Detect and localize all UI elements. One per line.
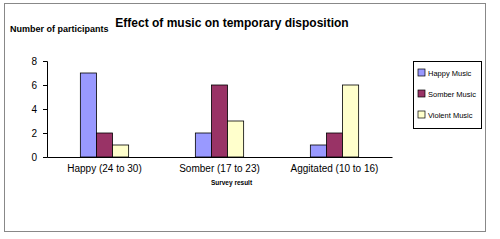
- x-axis: Happy (24 to 30) Somber (17 to 23) Aggitat…: [48, 158, 393, 175]
- y-tick: 6: [31, 80, 47, 91]
- legend: Happy Music Somber Music Violent Music: [414, 62, 482, 129]
- y-tick-mark: [43, 61, 47, 62]
- y-tick-mark: [43, 109, 47, 110]
- legend-swatch: [418, 90, 425, 97]
- y-tick-label: 0: [31, 152, 37, 163]
- x-tick: Somber (17 to 23): [179, 163, 260, 174]
- x-axis-title: Survey result: [211, 179, 253, 187]
- y-axis-title: Number of participants: [10, 24, 109, 34]
- y-axis-line: [43, 62, 48, 158]
- y-tick-label: 8: [31, 56, 37, 67]
- bar: [211, 85, 227, 157]
- legend-swatch: [418, 111, 425, 118]
- bar: [195, 133, 211, 157]
- legend-frame: [414, 62, 482, 129]
- chart-frame: [5, 4, 486, 232]
- bar: [113, 145, 129, 157]
- y-tick-label: 2: [31, 128, 37, 139]
- y-tick-label: 6: [31, 80, 37, 91]
- y-tick: 0: [31, 152, 47, 163]
- y-tick: 2: [31, 128, 47, 139]
- x-tick-label: Somber (17 to 23): [179, 163, 260, 174]
- y-tick: 4: [31, 104, 47, 115]
- y-tick-mark: [43, 133, 47, 134]
- x-axis-line: [48, 157, 393, 158]
- y-tick-mark: [43, 85, 47, 86]
- bars: [80, 73, 358, 157]
- y-tick-label: 4: [31, 104, 37, 115]
- bar: [310, 145, 326, 157]
- chart: Effect of music on temporary disposition…: [0, 0, 500, 239]
- x-tick-label: Happy (24 to 30): [67, 163, 142, 174]
- y-axis: 0 2 4 6 8: [31, 56, 47, 163]
- legend-label: Violent Music: [428, 111, 473, 120]
- legend-swatch: [418, 69, 425, 76]
- bar: [326, 133, 342, 157]
- x-tick-label: Aggitated (10 to 16): [291, 163, 379, 174]
- legend-label: Somber Music: [428, 90, 476, 99]
- x-tick: Aggitated (10 to 16): [291, 163, 379, 174]
- title: Effect of music on temporary disposition: [115, 16, 348, 30]
- legend-label: Happy Music: [428, 69, 472, 78]
- y-tick-mark: [43, 157, 47, 158]
- bar: [343, 85, 359, 157]
- y-tick: 8: [31, 56, 47, 67]
- x-tick: Happy (24 to 30): [67, 163, 142, 174]
- bar: [228, 121, 244, 157]
- bar: [96, 133, 112, 157]
- bar: [80, 73, 96, 157]
